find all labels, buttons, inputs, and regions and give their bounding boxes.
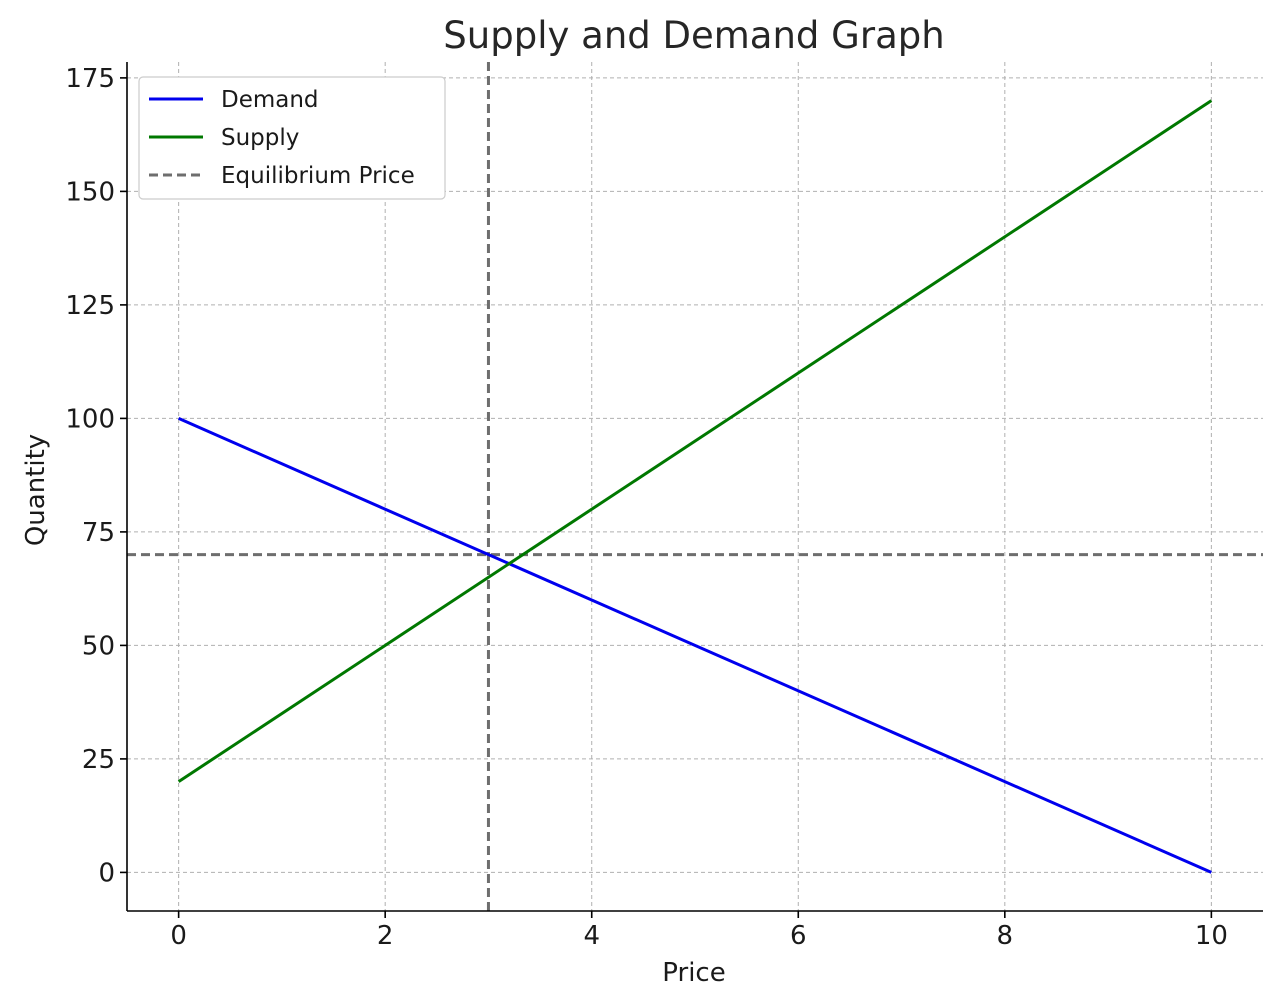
demand-line (178, 417, 1212, 874)
y-tick-label-125: 125 (65, 291, 115, 321)
legend-label-demand: Demand (221, 87, 319, 113)
supply-line (177, 99, 1213, 783)
legend: Demand Supply Equilibrium Price (138, 76, 446, 200)
y-tick-label-50: 50 (82, 631, 115, 661)
chart-title: Supply and Demand Graph (443, 14, 944, 57)
x-tick-label-10: 10 (1195, 921, 1228, 951)
series (177, 99, 1213, 874)
y-axis-label: Quantity (21, 434, 51, 546)
reference-lines (127, 62, 1263, 911)
y-tick-label-175: 175 (65, 64, 115, 94)
legend-label-supply: Supply (221, 125, 299, 151)
x-ticks: 0 2 4 6 8 10 (170, 911, 1228, 951)
legend-label-equilibrium-price: Equilibrium Price (221, 163, 415, 189)
x-tick-label-4: 4 (583, 921, 600, 951)
y-tick-label-100: 100 (65, 404, 115, 434)
y-tick-label-150: 150 (65, 177, 115, 207)
x-tick-label-6: 6 (790, 921, 807, 951)
y-tick-label-25: 25 (82, 745, 115, 775)
x-tick-label-0: 0 (170, 921, 187, 951)
y-ticks: 0 25 50 75 100 125 150 175 (65, 64, 127, 888)
legend-box (138, 76, 446, 200)
y-tick-label-75: 75 (82, 518, 115, 548)
y-tick-label-0: 0 (98, 858, 115, 888)
x-axis-label: Price (662, 958, 725, 988)
x-tick-label-2: 2 (377, 921, 394, 951)
x-tick-label-8: 8 (997, 921, 1014, 951)
